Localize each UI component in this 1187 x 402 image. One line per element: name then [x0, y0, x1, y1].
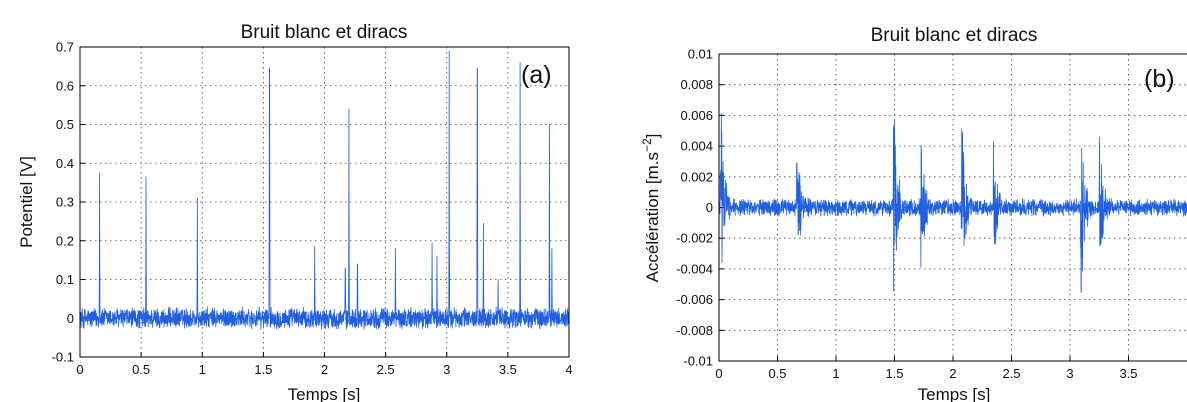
chart-b-ylabel-close: ] — [643, 134, 662, 139]
chart-a-xtick-label: 3 — [443, 362, 450, 377]
chart-a-ylabel: Potentiel [V] — [17, 156, 36, 248]
chart-b-title: Bruit blanc et diracs — [871, 25, 1038, 46]
chart-b-ylabel-main: Accélération [m.s — [643, 152, 662, 282]
chart-b-ytick-label: 0.004 — [680, 139, 713, 154]
chart-b-frame — [718, 53, 1187, 362]
chart-a-xtick-label: 4 — [565, 362, 572, 377]
chart-a-xtick-label: 1.5 — [254, 362, 272, 377]
chart-b-ytick-label: -0.002 — [676, 231, 713, 246]
chart-a-y-ticks: -0.1 0 0.1 0.2 0.3 0.4 0.5 0.6 0.7 — [52, 40, 85, 365]
chart-a-title: Bruit blanc et diracs — [241, 22, 408, 43]
chart-b-ylabel-exponent: −2 — [640, 138, 654, 152]
chart-a-ytick-label: 0.7 — [56, 40, 74, 55]
chart-b-xtick-label: 2 — [949, 366, 956, 381]
chart-b-xtick-label: 0.5 — [768, 366, 786, 381]
chart-a-xlabel: Temps [s] — [288, 385, 361, 402]
chart-b: Bruit blanc et diracs 0 0.5 1 1.5 2 2.5 3 3.5 -… — [640, 25, 1187, 402]
chart-a-xtick-label: 2 — [321, 362, 328, 377]
chart-a-series-line — [79, 50, 570, 330]
chart-b-xtick-label: 1 — [832, 366, 839, 381]
chart-a-ytick-label: 0.2 — [56, 233, 74, 248]
chart-a-ytick-label: 0.6 — [56, 78, 74, 93]
chart-b-ylabel: Accélération [m.s−2] — [640, 134, 662, 283]
chart-b-xtick-label: 0 — [715, 366, 722, 381]
chart-a-ytick-label: 0.1 — [56, 272, 74, 287]
chart-b-ytick-label: -0.008 — [676, 323, 713, 338]
chart-b-xtick-label: 1.5 — [885, 366, 903, 381]
chart-a-xtick-label: 0.5 — [132, 362, 150, 377]
chart-b-ytick-label: -0.01 — [683, 354, 713, 369]
chart-b-y-ticks: -0.01 -0.008 -0.006 -0.004 -0.002 0 0.002 0.004… — [676, 47, 724, 369]
chart-b-ytick-label: 0.006 — [680, 108, 713, 123]
chart-a-xtick-label: 0 — [76, 362, 83, 377]
chart-a-xtick-label: 3.5 — [499, 362, 517, 377]
chart-b-xtick-label: 3.5 — [1119, 366, 1137, 381]
chart-a-frame — [79, 46, 570, 358]
chart-a-ytick-label: 0.4 — [56, 156, 74, 171]
chart-a-panel-label: (a) — [521, 61, 552, 89]
chart-a-xtick-label: 2.5 — [377, 362, 395, 377]
chart-a-ytick-label: 0 — [67, 311, 74, 326]
chart-b-gridlines — [719, 54, 1187, 361]
chart-b-panel-label: (b) — [1144, 65, 1175, 93]
chart-b-x-ticks: 0 0.5 1 1.5 2 2.5 3 3.5 — [715, 356, 1138, 381]
chart-a: Bruit blanc et diracs 0 0.5 1 1.5 2 2.5 3 3.5 4 … — [17, 22, 573, 402]
chart-a-ytick-label: 0.5 — [56, 117, 74, 132]
chart-b-xlabel: Temps [s] — [918, 385, 991, 402]
chart-b-series-line — [718, 113, 1187, 294]
chart-a-ytick-label: -0.1 — [52, 350, 74, 365]
chart-b-ytick-label: -0.004 — [676, 261, 713, 276]
chart-b-ytick-label: 0.008 — [680, 77, 713, 92]
chart-a-xtick-label: 1 — [199, 362, 206, 377]
chart-b-ytick-label: 0.01 — [688, 47, 713, 62]
chart-b-ytick-label: -0.006 — [676, 292, 713, 307]
chart-a-ytick-label: 0.3 — [56, 195, 74, 210]
chart-b-ytick-label: 0 — [706, 200, 713, 215]
chart-b-xtick-label: 2.5 — [1002, 366, 1020, 381]
chart-b-ytick-label: 0.002 — [680, 169, 713, 184]
chart-a-x-ticks: 0 0.5 1 1.5 2 2.5 3 3.5 4 — [76, 352, 573, 377]
chart-b-xtick-label: 3 — [1066, 366, 1073, 381]
